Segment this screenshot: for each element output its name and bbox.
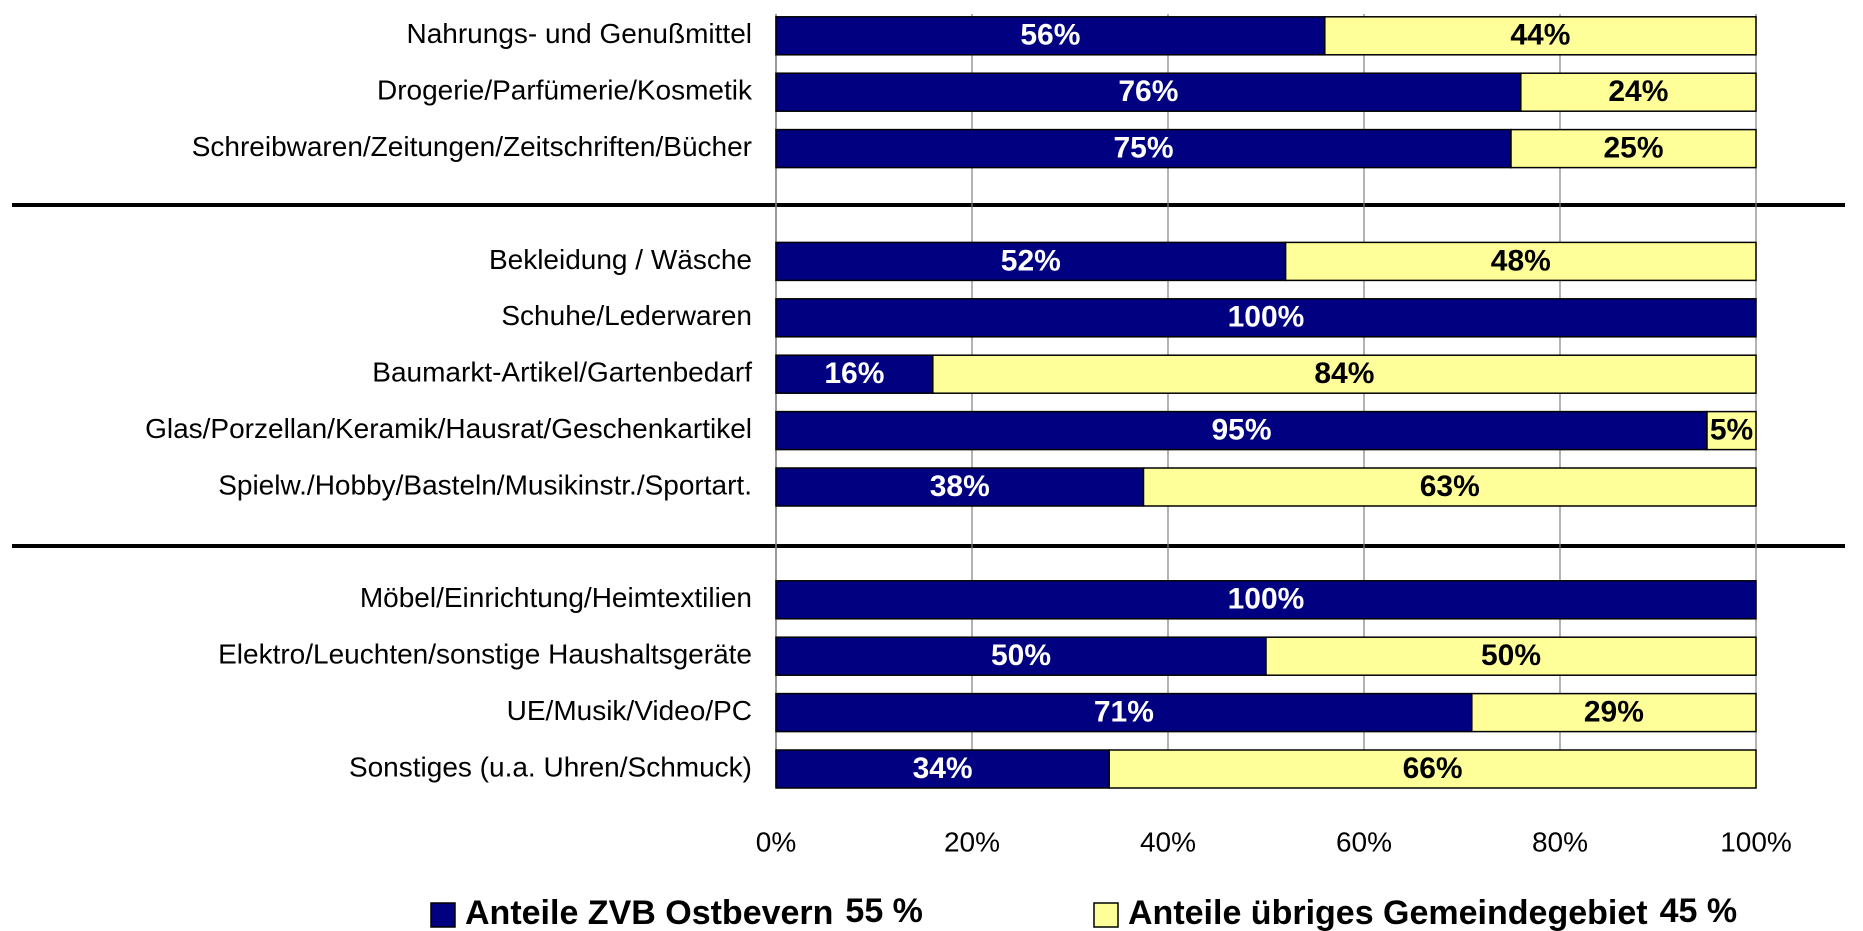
legend-label: Anteile ZVB Ostbevern	[465, 894, 833, 931]
data-label: 29%	[1584, 696, 1644, 729]
data-label: 95%	[1211, 414, 1271, 447]
data-label: 75%	[1113, 132, 1173, 165]
bar-segment	[1520, 72, 1757, 112]
data-label: 50%	[991, 639, 1051, 672]
data-label: 66%	[1403, 752, 1463, 785]
data-label: 16%	[824, 357, 884, 390]
bar-segment	[775, 692, 1473, 733]
category-label: Bekleidung / Wäsche	[489, 244, 752, 275]
bar-segment	[775, 241, 1287, 282]
data-label: 56%	[1020, 19, 1080, 52]
data-label: 25%	[1603, 132, 1663, 165]
category-label: Schuhe/Lederwaren	[501, 300, 752, 331]
bar-segment	[1706, 410, 1757, 451]
bar-segment	[775, 354, 934, 394]
x-tick-label: 20%	[944, 826, 1000, 857]
legend-swatch	[430, 902, 456, 928]
category-label: Sonstiges (u.a. Uhren/Schmuck)	[349, 751, 752, 782]
bar-segment	[775, 580, 1757, 620]
bar-segment	[775, 72, 1522, 112]
category-label: Glas/Porzellan/Keramik/Hausrat/Geschenka…	[145, 413, 752, 444]
data-label: 63%	[1420, 470, 1480, 503]
bar-segment	[775, 298, 1757, 338]
data-label: 84%	[1314, 357, 1374, 390]
bar-segment	[1510, 128, 1757, 169]
category-label: Drogerie/Parfümerie/Kosmetik	[377, 75, 753, 106]
bar-segment	[1324, 16, 1757, 56]
category-label: Elektro/Leuchten/sonstige Haushaltsgerät…	[218, 639, 752, 670]
bar-segment	[1284, 241, 1757, 282]
category-label: UE/Musik/Video/PC	[507, 695, 752, 726]
data-label: 38%	[930, 470, 990, 503]
bar-segment	[775, 128, 1512, 169]
category-label: Nahrungs- und Genußmittel	[406, 18, 752, 49]
x-tick-label: 80%	[1532, 826, 1588, 857]
data-label: 34%	[913, 752, 973, 785]
data-label: 100%	[1228, 301, 1305, 334]
bar-segment	[1142, 467, 1757, 507]
legend-swatch	[1093, 902, 1119, 928]
category-label: Baumarkt-Artikel/Gartenbedarf	[372, 357, 752, 388]
legend-note: 55 %	[845, 892, 923, 930]
data-label: 48%	[1491, 244, 1551, 277]
category-label: Spielw./Hobby/Basteln/Musikinstr./Sporta…	[218, 469, 752, 500]
legend-note: 45 %	[1660, 892, 1738, 930]
x-tick-label: 0%	[756, 826, 796, 857]
data-label: 100%	[1228, 583, 1305, 616]
bar-segment	[1471, 692, 1757, 733]
data-label: 44%	[1510, 19, 1570, 52]
data-label: 76%	[1118, 75, 1178, 108]
bar-segment	[1108, 749, 1757, 789]
x-tick-label: 100%	[1720, 826, 1792, 857]
x-tick-label: 60%	[1336, 826, 1392, 857]
data-label: 24%	[1608, 75, 1668, 108]
bar-segment	[1265, 636, 1757, 676]
category-label: Schreibwaren/Zeitungen/Zeitschriften/Büc…	[192, 131, 752, 162]
bar-segment	[775, 749, 1110, 789]
data-label: 50%	[1481, 639, 1541, 672]
x-tick-label: 40%	[1140, 826, 1196, 857]
category-label: Möbel/Einrichtung/Heimtextilien	[360, 582, 752, 613]
bar-segment	[775, 636, 1267, 676]
data-label: 52%	[1001, 244, 1061, 277]
bar-segment	[932, 354, 1757, 394]
data-label: 5%	[1710, 414, 1753, 447]
legend-label: Anteile übriges Gemeindegebiet	[1128, 894, 1648, 931]
data-label: 71%	[1094, 696, 1154, 729]
